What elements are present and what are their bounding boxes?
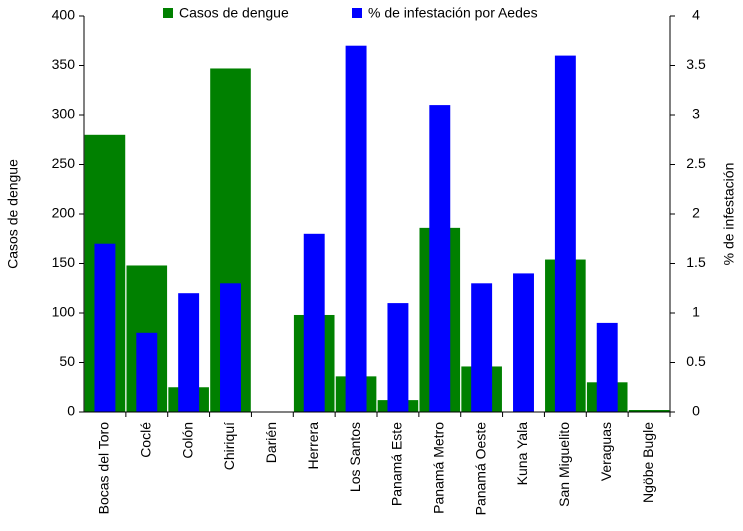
y-tick-label: 300 (52, 106, 76, 122)
bar (513, 273, 534, 412)
bar (136, 332, 158, 412)
y2-tick-label: 2 (692, 205, 700, 221)
x-tick-label: Panamá Este (389, 422, 405, 506)
y2-tick-label: 0.5 (686, 353, 706, 369)
y-tick-label: 100 (52, 304, 76, 320)
x-tick-label: Darién (263, 422, 279, 463)
y2-tick-label: 0 (692, 403, 700, 419)
y2-tick-label: 1.5 (686, 254, 706, 270)
legend-label: % de infestación por Aedes (368, 5, 538, 21)
x-tick-label: Veraguas (598, 422, 614, 481)
x-tick-label: San Miguelito (556, 422, 572, 507)
bar (387, 303, 409, 412)
bar (628, 410, 670, 412)
legend-swatch (352, 8, 362, 18)
bar (303, 233, 325, 412)
bar (596, 322, 618, 412)
y-tick-label: 400 (52, 7, 76, 23)
y-tick-label: 200 (52, 205, 76, 221)
y-tick-label: 0 (67, 403, 75, 419)
bar (471, 283, 493, 412)
y2-tick-label: 1 (692, 304, 700, 320)
bar (554, 55, 576, 412)
legend-swatch (163, 8, 173, 18)
bar (220, 283, 241, 412)
x-tick-label: Panamá Metro (430, 422, 446, 514)
bar (94, 243, 116, 412)
y-tick-label: 350 (52, 56, 76, 72)
x-tick-label: Chiriquí (221, 422, 237, 470)
x-tick-label: Colón (179, 422, 195, 459)
x-tick-label: Ngöbe Bugle (640, 422, 656, 503)
x-tick-label: Los Santos (347, 422, 363, 492)
y-tick-label: 150 (52, 254, 76, 270)
y-tick-label: 250 (52, 155, 76, 171)
legend-label: Casos de dengue (179, 5, 289, 21)
y-axis-title: Casos de dengue (5, 159, 21, 269)
x-tick-label: Kuna Yala (514, 422, 530, 486)
y2-tick-label: 3 (692, 106, 700, 122)
y2-tick-label: 2.5 (686, 155, 706, 171)
x-tick-label: Bocas del Toro (96, 422, 112, 515)
y-tick-label: 50 (59, 353, 75, 369)
bar (429, 105, 451, 412)
y2-tick-label: 3.5 (686, 56, 706, 72)
x-tick-label: Coclé (137, 422, 153, 458)
x-tick-label: Panamá Oeste (472, 422, 488, 516)
bar (178, 293, 200, 412)
y2-axis-title: % de infestación (721, 163, 737, 266)
bar (345, 45, 367, 412)
y2-tick-label: 4 (692, 7, 700, 23)
x-tick-label: Herrera (305, 422, 321, 470)
